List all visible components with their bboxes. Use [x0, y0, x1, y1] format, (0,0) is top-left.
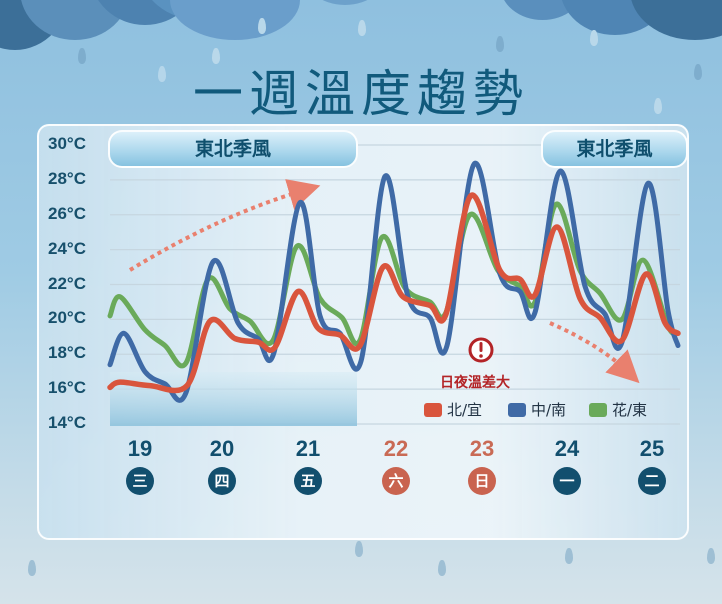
raindrop-decoration [654, 98, 662, 114]
y-tick-label: 14°C [48, 413, 86, 432]
exclamation-icon [468, 337, 494, 363]
cloud-decoration [300, 0, 390, 5]
raindrop-decoration [707, 548, 715, 564]
legend-swatch [589, 402, 607, 417]
weekday-badge: 五 [294, 467, 322, 495]
legend-swatch [508, 402, 526, 417]
y-tick-label: 20°C [48, 308, 86, 328]
legend-item-north: 北/宜 [424, 399, 482, 420]
raindrop-decoration [78, 48, 86, 64]
monsoon-banner-right: 東北季風 [541, 130, 688, 168]
page-title: 一週溫度趨勢 [193, 65, 529, 123]
legend-item-east: 花/東 [589, 399, 647, 420]
legend-label: 花/東 [612, 401, 648, 419]
weekday-badge: 六 [382, 467, 410, 495]
series-line-north [107, 192, 681, 394]
raindrop-decoration [496, 36, 504, 52]
day-date-label: 25 [639, 436, 665, 461]
day-date-label: 22 [383, 436, 409, 461]
raindrop-decoration [565, 548, 573, 564]
annotation-label: 日夜溫差大 [440, 375, 510, 391]
raindrop-decoration [212, 48, 220, 64]
cooling-trend-arrow [549, 321, 640, 384]
weekday-badge: 二 [638, 467, 666, 495]
raindrop-decoration [590, 30, 598, 46]
raindrop-decoration [358, 20, 366, 36]
raindrop-decoration [355, 541, 363, 557]
y-tick-label: 22°C [48, 273, 86, 293]
raindrop-decoration [258, 18, 266, 34]
weekday-badge: 日 [468, 467, 496, 495]
day-date-label: 19 [127, 436, 153, 461]
y-tick-label: 26°C [48, 203, 86, 223]
legend-label: 中/南 [531, 401, 567, 419]
raindrop-decoration [438, 560, 446, 576]
raindrop-decoration [158, 66, 166, 82]
y-tick-label: 16°C [48, 378, 86, 398]
legend-item-central-south: 中/南 [508, 399, 566, 420]
day-date-label: 21 [295, 436, 321, 461]
warming-trend-arrow [128, 179, 321, 272]
day-date-label: 24 [554, 436, 580, 461]
weekday-badge: 一 [553, 467, 581, 495]
day-date-label: 20 [209, 436, 235, 461]
y-tick-label: 18°C [48, 343, 86, 363]
weekday-badge: 四 [208, 467, 236, 495]
monsoon-shade [110, 372, 357, 426]
y-tick-label: 24°C [48, 238, 86, 258]
monsoon-banner-left: 東北季風 [108, 130, 358, 168]
weekday-badge: 三 [126, 467, 154, 495]
legend-label: 北/宜 [447, 401, 483, 419]
day-date-label: 23 [469, 436, 495, 461]
series-lines [107, 160, 681, 403]
y-tick-label: 30°C [48, 134, 86, 153]
legend-swatch [424, 402, 442, 417]
raindrop-decoration [694, 64, 702, 80]
y-tick-label: 28°C [48, 168, 86, 188]
series-line-central-south [107, 160, 681, 403]
raindrop-decoration [28, 560, 36, 576]
